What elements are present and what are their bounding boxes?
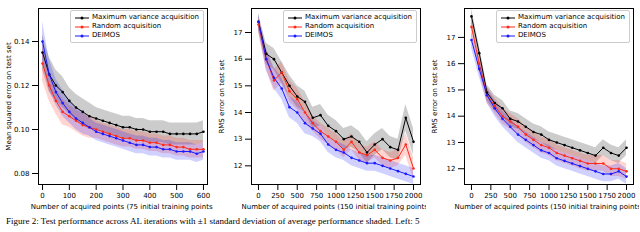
svg-text:12: 12 <box>234 162 243 170</box>
svg-text:600: 600 <box>197 192 210 200</box>
svg-text:RMS error on test set: RMS error on test set <box>218 59 226 133</box>
html-text:Maximum variance acquisition: Maximum variance acquisition <box>305 13 412 21</box>
svg-text:17: 17 <box>447 34 456 42</box>
svg-text:1250: 1250 <box>346 192 364 200</box>
svg-text:16: 16 <box>447 60 456 68</box>
svg-text:1750: 1750 <box>385 192 403 200</box>
html-text:Maximum variance acquisition: Maximum variance acquisition <box>518 13 625 21</box>
svg-text:0.08: 0.08 <box>14 170 30 178</box>
svg-text:1000: 1000 <box>327 192 345 200</box>
svg-text:1250: 1250 <box>559 192 577 200</box>
svg-text:17: 17 <box>234 29 243 37</box>
svg-text:0.14: 0.14 <box>14 38 30 46</box>
svg-text:1000: 1000 <box>540 192 558 200</box>
svg-text:1500: 1500 <box>366 192 384 200</box>
svg-text:500: 500 <box>291 192 304 200</box>
html-text:Random acquisition: Random acquisition <box>305 22 375 30</box>
svg-text:250: 250 <box>271 192 284 200</box>
svg-text:750: 750 <box>310 192 323 200</box>
svg-text:0: 0 <box>256 192 260 200</box>
svg-text:1500: 1500 <box>579 192 597 200</box>
svg-text:Number of acquired points (150: Number of acquired points (150 initial t… <box>454 203 639 211</box>
svg-text:15: 15 <box>234 82 243 90</box>
svg-text:2000: 2000 <box>405 192 423 200</box>
svg-text:16: 16 <box>234 55 243 63</box>
html-text:Figure 2: Test performance acr: Figure 2: Test performance across AL ite… <box>6 216 420 226</box>
svg-text:300: 300 <box>116 192 129 200</box>
html-text:Random acquisition: Random acquisition <box>92 22 162 30</box>
html-text:Maximum variance acquisition: Maximum variance acquisition <box>92 13 199 21</box>
svg-text:Number of acquired points (75: Number of acquired points (75 initial tr… <box>31 203 213 211</box>
svg-text:RMS error on test set: RMS error on test set <box>431 59 439 133</box>
svg-text:0: 0 <box>40 192 44 200</box>
html-text:Random acquisition: Random acquisition <box>518 22 588 30</box>
svg-text:250: 250 <box>484 192 497 200</box>
svg-text:1750: 1750 <box>598 192 616 200</box>
html-text:DEIMOS: DEIMOS <box>305 31 333 39</box>
svg-text:13: 13 <box>234 135 243 143</box>
svg-text:0.10: 0.10 <box>14 126 30 134</box>
svg-text:Mean squared error on test set: Mean squared error on test set <box>5 42 13 151</box>
svg-text:400: 400 <box>143 192 156 200</box>
html-text:DEIMOS: DEIMOS <box>92 31 120 39</box>
svg-text:13: 13 <box>447 139 456 147</box>
svg-text:14: 14 <box>234 109 243 117</box>
svg-text:12: 12 <box>447 165 456 173</box>
svg-text:0.12: 0.12 <box>14 82 30 90</box>
svg-text:Number of acquired points (150: Number of acquired points (150 initial t… <box>241 203 426 211</box>
svg-text:500: 500 <box>170 192 183 200</box>
html-text:DEIMOS: DEIMOS <box>518 31 546 39</box>
svg-text:14: 14 <box>447 112 456 120</box>
svg-text:2000: 2000 <box>618 192 636 200</box>
svg-text:100: 100 <box>63 192 76 200</box>
svg-text:15: 15 <box>447 86 456 94</box>
svg-text:750: 750 <box>523 192 536 200</box>
svg-text:500: 500 <box>504 192 517 200</box>
svg-text:0: 0 <box>469 192 473 200</box>
svg-text:200: 200 <box>89 192 102 200</box>
